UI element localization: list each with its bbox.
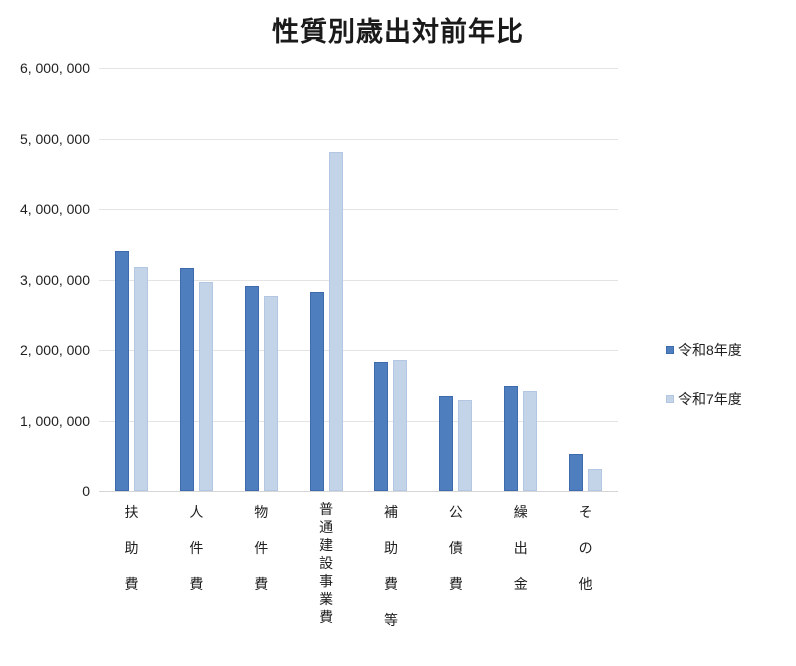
legend-item-label: 令和7年度	[678, 391, 742, 407]
y-axis-tick-label: 5, 000, 000	[19, 131, 90, 147]
bar-series1-cat1	[114, 251, 129, 491]
bar-series1-cat6	[439, 396, 454, 491]
bar-group	[359, 68, 424, 491]
legend-item: 令和7年度	[666, 389, 742, 409]
legend-color-swatch	[666, 395, 674, 403]
gridline	[99, 68, 618, 69]
category-label-char: そ	[578, 504, 593, 520]
category-label-char: 債	[448, 540, 463, 556]
x-axis-category-label: 扶助費	[99, 494, 164, 602]
category-label-char: 物	[254, 504, 269, 520]
category-label-char: の	[578, 540, 593, 556]
category-label-char: 他	[578, 576, 593, 592]
bar-group	[229, 68, 294, 491]
category-label-char: 費	[254, 576, 269, 592]
category-label-char: 補	[383, 504, 398, 520]
bar-group	[294, 68, 359, 491]
bar-series1-cat5	[374, 362, 389, 491]
category-label-char: 費	[189, 576, 204, 592]
legend: 令和8年度令和7年度	[666, 340, 742, 409]
category-label-char: 等	[383, 612, 398, 628]
category-label-char: 建	[319, 537, 334, 553]
bar-series2-cat7	[523, 391, 538, 491]
bar-series1-cat3	[244, 286, 259, 491]
bar-series2-cat3	[263, 296, 278, 491]
category-label-char: 助	[383, 540, 398, 556]
bar-series2-cat8	[588, 469, 603, 491]
category-label-char: 費	[124, 576, 139, 592]
x-axis-category-label: 普通建設事業費	[294, 494, 359, 626]
legend-item: 令和8年度	[666, 340, 742, 360]
category-label-char: 費	[383, 576, 398, 592]
bar-group	[553, 68, 618, 491]
category-label-char: 件	[189, 540, 204, 556]
bar-series2-cat5	[393, 360, 408, 491]
category-label-char: 金	[513, 576, 528, 592]
category-label-char: 費	[448, 576, 463, 592]
legend-item-label: 令和8年度	[678, 342, 742, 358]
bar-series1-cat8	[569, 454, 584, 491]
bar-group	[99, 68, 164, 491]
category-label-char: 業	[319, 591, 334, 607]
category-label-char: 件	[254, 540, 269, 556]
y-axis-tick-label: 0	[82, 483, 90, 499]
bar-series2-cat4	[328, 152, 343, 491]
x-axis-category-label: 人件費	[164, 494, 229, 602]
x-axis-category-label: 物件費	[229, 494, 294, 602]
x-axis-category-label: その他	[553, 494, 618, 602]
y-axis-tick-label: 3, 000, 000	[19, 272, 90, 288]
gridline	[99, 139, 618, 140]
y-axis-tick-label: 1, 000, 000	[19, 413, 90, 429]
bar-series1-cat7	[504, 386, 519, 491]
bar-series2-cat2	[198, 282, 213, 491]
category-label-char: 事	[319, 573, 334, 589]
category-label-char: 公	[448, 504, 463, 520]
legend-color-swatch	[666, 346, 674, 354]
x-axis-line	[99, 491, 618, 492]
chart-title: 性質別歳出対前年比	[272, 17, 524, 47]
y-axis-tick-label: 4, 000, 000	[19, 201, 90, 217]
category-label-char: 人	[189, 504, 204, 520]
gridline	[99, 421, 618, 422]
bar-series1-cat2	[179, 268, 194, 491]
y-axis-tick-label: 6, 000, 000	[19, 60, 90, 76]
category-label-char: 助	[124, 540, 139, 556]
x-axis-category-label: 補助費等	[359, 494, 424, 638]
category-label-char: 費	[319, 609, 334, 625]
gridline	[99, 209, 618, 210]
bar-group	[423, 68, 488, 491]
plot-area	[99, 68, 618, 492]
y-axis-tick-label: 2, 000, 000	[19, 342, 90, 358]
gridline	[99, 280, 618, 281]
category-label-char: 出	[513, 540, 528, 556]
bar-group	[164, 68, 229, 491]
x-axis-labels: 扶助費人件費物件費普通建設事業費補助費等公債費繰出金その他	[99, 494, 618, 638]
bar-series2-cat1	[133, 267, 148, 491]
x-axis-category-label: 繰出金	[488, 494, 553, 602]
y-axis: 0 1, 000, 000 2, 000, 000 3, 000, 000 4, 000…	[0, 60, 90, 499]
category-label-char: 扶	[124, 504, 139, 520]
category-label-char: 通	[319, 519, 334, 535]
bar-series1-cat4	[309, 292, 324, 491]
category-label-char: 普	[319, 501, 334, 517]
bar-groups	[99, 68, 618, 491]
gridline	[99, 350, 618, 351]
x-axis-category-label: 公債費	[423, 494, 488, 602]
category-label-char: 繰	[513, 504, 528, 520]
bar-series2-cat6	[458, 400, 473, 491]
category-label-char: 設	[319, 555, 334, 571]
bar-group	[488, 68, 553, 491]
